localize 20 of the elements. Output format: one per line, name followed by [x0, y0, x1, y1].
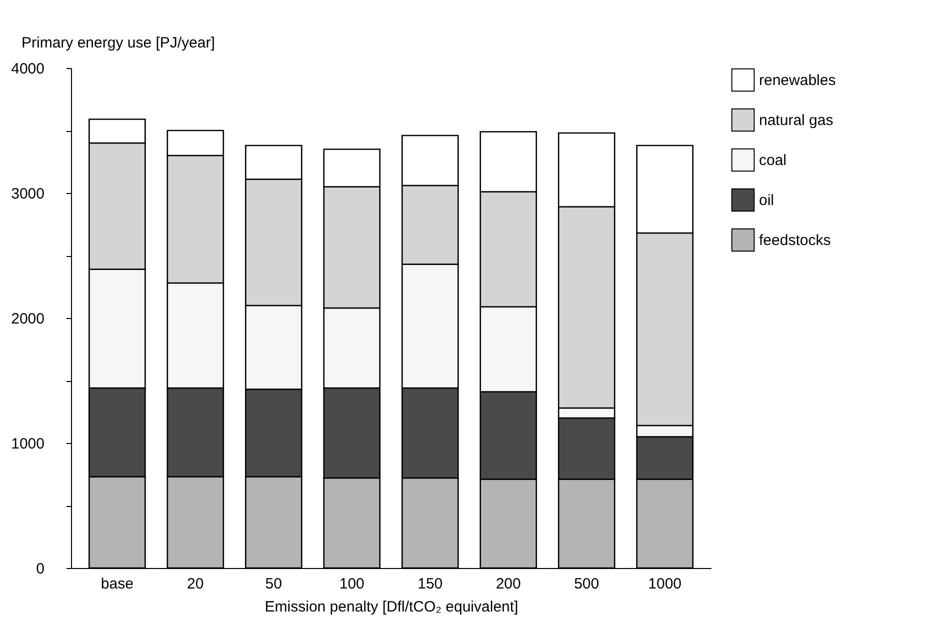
y-tick-label: 4000 — [11, 60, 44, 78]
x-tick-label: base — [100, 576, 134, 592]
x-tick-label: 150 — [418, 576, 443, 592]
x-tick-label: 100 — [339, 576, 364, 592]
y-tick-label: 2000 — [11, 310, 44, 328]
x-tick-label: 500 — [574, 576, 600, 592]
x-tick-label: 200 — [496, 576, 521, 592]
y-axis-title: Primary energy use [PJ/year] — [22, 34, 215, 52]
y-tick-label: 1000 — [11, 436, 44, 452]
x-axis-title: Emission penalty [Dfl/tCO₂ equivalent] — [264, 598, 518, 616]
x-tick-label: 1000 — [648, 576, 682, 592]
legend-label: renewables — [759, 72, 836, 89]
x-tick-label: 20 — [187, 576, 204, 592]
legend-label: coal — [759, 152, 787, 169]
y-tick-label: 0 — [36, 560, 44, 578]
x-tick-label: 50 — [265, 576, 282, 592]
legend-label: natural gas — [759, 112, 834, 129]
legend-label: feedstocks — [759, 232, 831, 249]
legend-label: oil — [759, 192, 774, 209]
y-tick-label: 3000 — [11, 186, 44, 202]
